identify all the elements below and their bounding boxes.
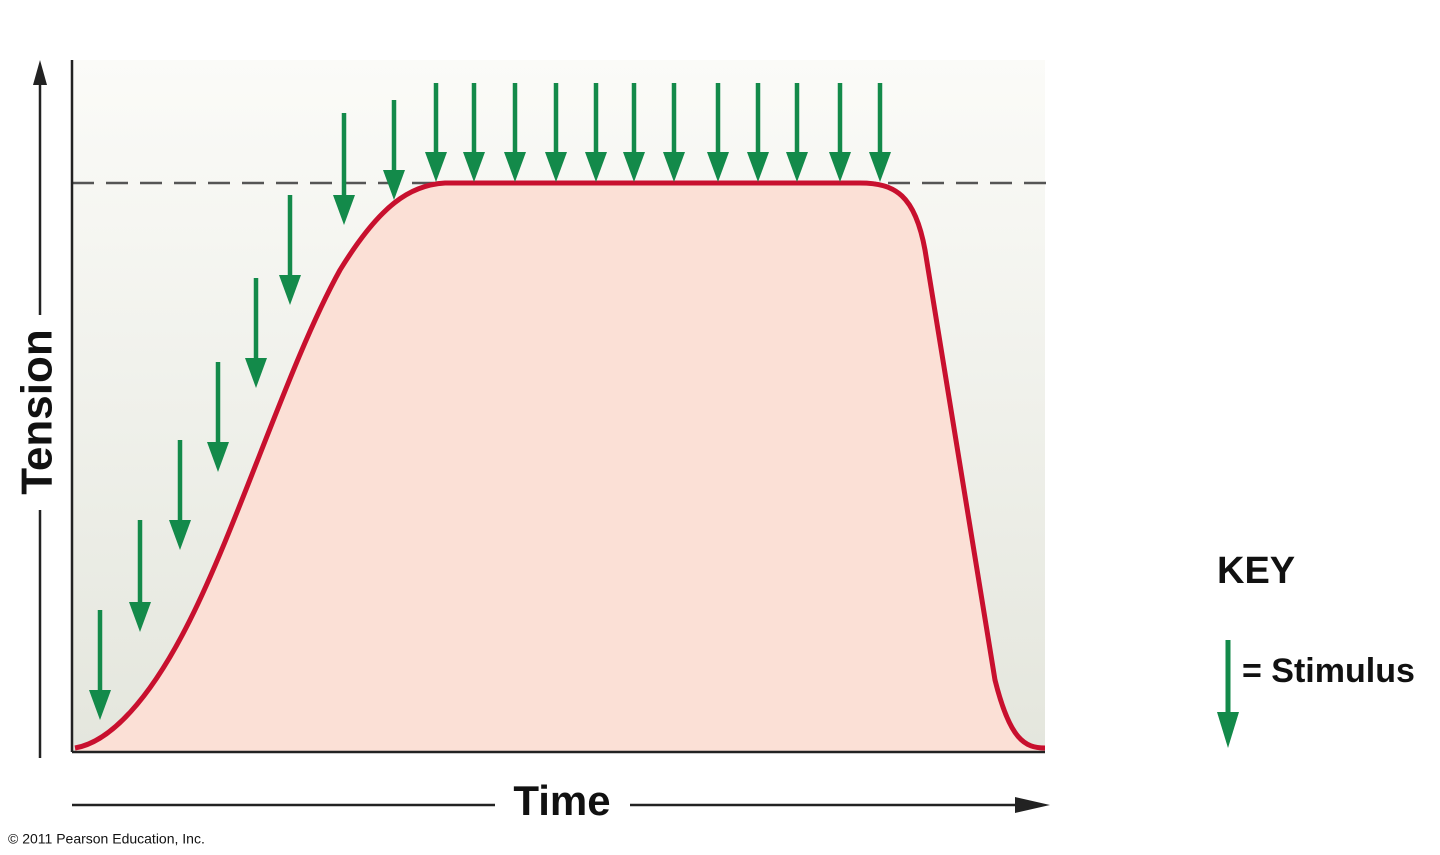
key-title: KEY xyxy=(1217,550,1295,592)
key-stimulus: = Stimulus xyxy=(1242,652,1415,690)
tension-area xyxy=(75,183,1045,752)
y-axis-label: Tension xyxy=(13,329,62,494)
key-arrowhead xyxy=(1217,712,1239,748)
stimulus-arrowhead xyxy=(333,195,355,225)
stimulus-arrowhead xyxy=(829,152,851,182)
stimulus-arrowhead xyxy=(425,152,447,182)
stimulus-arrowhead xyxy=(129,602,151,632)
stimulus-arrowhead xyxy=(383,170,405,200)
stimulus-arrowhead xyxy=(463,152,485,182)
stimulus-arrowhead xyxy=(747,152,769,182)
label-bg xyxy=(22,315,58,510)
y-arrowhead xyxy=(33,60,47,85)
x-arrowhead xyxy=(1015,797,1050,813)
label-bg xyxy=(495,780,630,830)
stimulus-arrowhead xyxy=(207,442,229,472)
stimulus-arrowhead xyxy=(245,358,267,388)
x-axis-label: Time xyxy=(513,777,610,824)
stimulus-arrowhead xyxy=(585,152,607,182)
stimulus-arrowhead xyxy=(279,275,301,305)
stimulus-arrowhead xyxy=(89,690,111,720)
stimulus-arrowhead xyxy=(169,520,191,550)
stimulus-arrowhead xyxy=(869,152,891,182)
stimulus-arrowhead xyxy=(545,152,567,182)
tension-curve xyxy=(74,180,1046,751)
stimulus-arrowhead xyxy=(663,152,685,182)
copyright: © 2011 Pearson Education, Inc. xyxy=(8,831,205,847)
stimulus-arrows xyxy=(89,83,891,720)
stimulus-arrowhead xyxy=(707,152,729,182)
stimulus-arrowhead xyxy=(504,152,526,182)
stimulus-arrowhead xyxy=(786,152,808,182)
stimulus-arrowhead xyxy=(623,152,645,182)
